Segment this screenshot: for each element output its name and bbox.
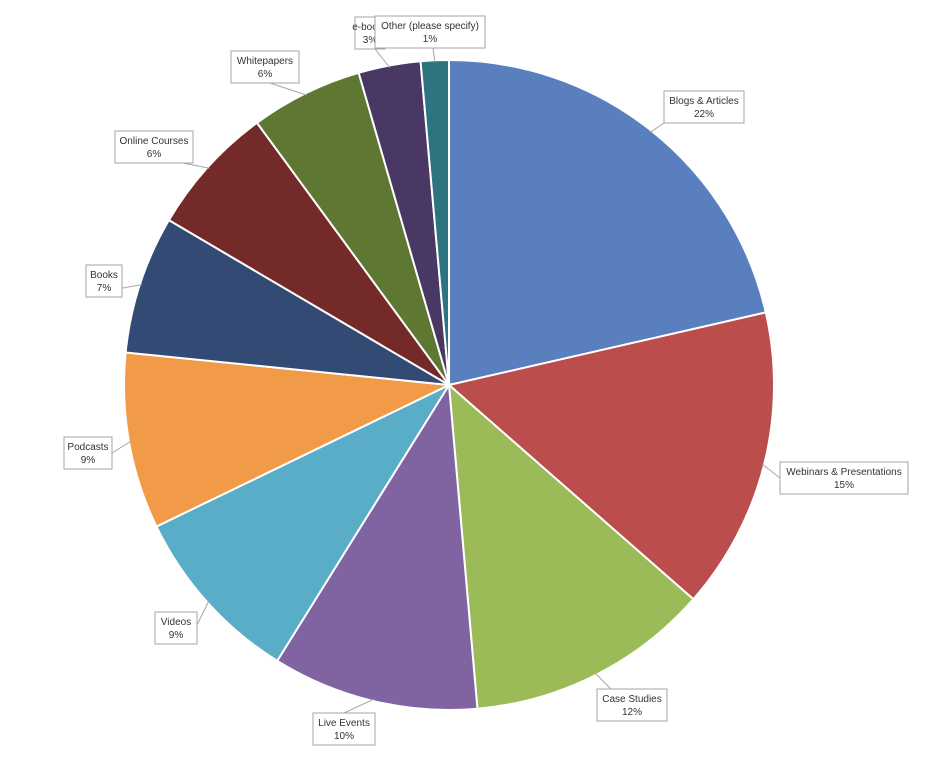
data-label-value-case-studies: 12% [622,707,642,718]
pie-slice-live-events [275,381,479,711]
data-label-category-podcasts: Podcasts [67,442,108,453]
data-label-category-live-events: Live Events [318,718,370,729]
data-label-videos: Videos 9% [154,611,198,645]
data-label-value-e-books: 3% [363,35,378,46]
pie-slice-webinars-presentations [446,311,776,601]
pie-slice-online-courses [167,121,450,386]
data-label-category-case-studies: Case Studies [602,694,661,705]
data-labels: Blogs & Articles 22% Webinars & Presentati… [63,15,909,746]
leader-line-case-studies [594,672,612,690]
data-label-whitepapers: Whitepapers 6% [230,50,300,84]
data-label-category-online-courses: Online Courses [120,136,189,147]
data-label-category-other-please-specify: Other (please specify) [381,21,479,32]
data-label-box-blogs-articles [663,90,745,124]
pie-slice-videos [155,382,452,663]
pie-slice-books [124,218,450,386]
leader-line-online-courses [182,162,210,169]
pie-slice-blogs-articles [448,58,767,387]
data-label-category-books: Books [90,270,118,281]
pie-slice-case-studies [447,382,695,710]
data-label-box-podcasts [63,436,113,470]
data-label-box-case-studies [596,688,668,722]
data-label-box-other-please-specify [374,15,486,49]
data-label-category-webinars-presentations: Webinars & Presentations [786,467,901,478]
data-label-value-books: 7% [97,283,112,294]
data-label-category-videos: Videos [161,617,191,628]
data-label-blogs-articles: Blogs & Articles 22% [663,90,745,124]
data-label-case-studies: Case Studies 12% [596,688,668,722]
data-label-box-videos [154,611,198,645]
data-label-box-whitepapers [230,50,300,84]
leader-line-blogs-articles [650,122,665,133]
data-label-box-live-events [312,712,376,746]
data-label-value-videos: 9% [169,630,184,641]
data-label-value-blogs-articles: 22% [694,109,714,120]
pie-slices [123,58,776,711]
data-label-box-books [85,264,123,298]
data-label-podcasts: Podcasts 9% [63,436,113,470]
data-label-value-online-courses: 6% [147,149,162,160]
data-label-other-please-specify: Other (please specify) 1% [374,15,486,49]
data-label-value-other-please-specify: 1% [423,34,438,45]
data-label-webinars-presentations: Webinars & Presentations 15% [779,461,909,495]
data-label-online-courses: Online Courses 6% [114,130,194,164]
data-label-category-whitepapers: Whitepapers [237,56,293,67]
data-label-category-e-books: e-books [352,22,388,33]
data-label-value-webinars-presentations: 15% [834,480,854,491]
leader-lines [111,47,781,714]
data-label-live-events: Live Events 10% [312,712,376,746]
data-label-books: Books 7% [85,264,123,298]
leader-line-webinars-presentations [761,463,781,479]
data-label-box-webinars-presentations [779,461,909,495]
data-label-box-online-courses [114,130,194,164]
data-label-value-live-events: 10% [334,731,354,742]
data-label-value-podcasts: 9% [81,455,96,466]
data-label-value-whitepapers: 6% [258,69,273,80]
leader-line-videos [196,600,210,626]
leader-line-live-events [343,698,375,714]
leader-line-e-books [374,48,391,68]
leader-line-whitepapers [269,82,307,96]
data-label-category-blogs-articles: Blogs & Articles [669,96,738,107]
leader-line-podcasts [111,440,132,454]
pie-slice-podcasts [123,351,453,528]
leader-line-other-please-specify [432,47,436,63]
